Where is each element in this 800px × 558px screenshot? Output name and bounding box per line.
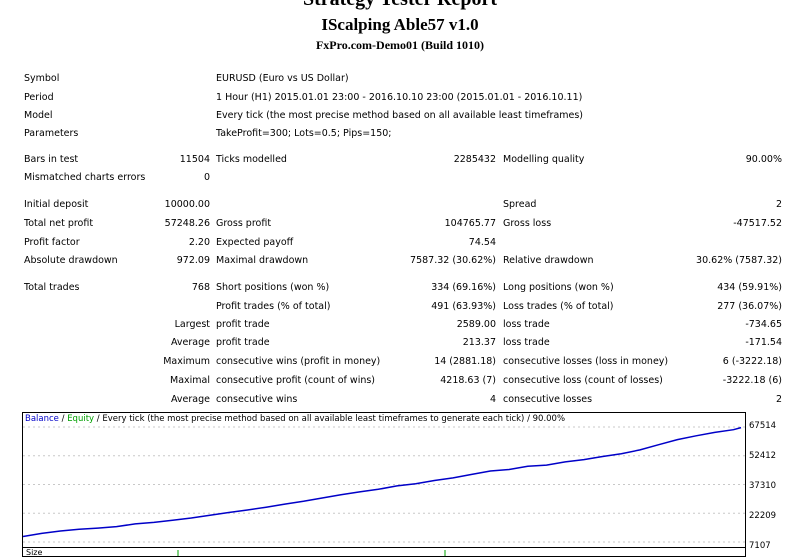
net-profit-label: Total net profit [24, 218, 94, 229]
relative-drawdown-label: Relative drawdown [503, 255, 594, 266]
average-consecutive-label: Average [170, 394, 210, 405]
loss-trades-label: Loss trades (% of total) [503, 301, 614, 312]
spread-value: 2 [775, 199, 782, 210]
max-consecutive-losses-label: consecutive losses (loss in money) [503, 356, 669, 367]
net-profit-value: 57248.26 [164, 218, 210, 229]
gross-loss-label: Gross loss [503, 218, 552, 229]
period-label: Period [24, 92, 54, 103]
profit-trades-value: 491 (63.93%) [431, 301, 496, 312]
short-positions-value: 334 (69.16%) [431, 282, 496, 293]
profit-factor-value: 2.20 [188, 237, 210, 248]
deposit-label: Initial deposit [24, 199, 89, 210]
largest-profit-trade-value: 2589.00 [456, 319, 496, 330]
short-positions-label: Short positions (won %) [216, 282, 330, 293]
average-profit-trade-label: profit trade [216, 337, 270, 348]
gross-profit-value: 104765.77 [444, 218, 496, 229]
absolute-drawdown-value: 972.09 [176, 255, 210, 266]
symbol-value: EURUSD (Euro vs US Dollar) [216, 73, 349, 84]
y-tick-label: 7107 [749, 541, 771, 551]
deposit-value: 10000.00 [164, 199, 210, 210]
maximal-consecutive-loss-label: consecutive loss (count of losses) [503, 375, 663, 386]
model-label: Model [24, 110, 53, 121]
ticks-value: 2285432 [453, 154, 496, 165]
maximal-drawdown-label: Maximal drawdown [216, 255, 309, 266]
ticks-label: Ticks modelled [216, 154, 287, 165]
report-title: Strategy Tester Report [0, 0, 800, 10]
relative-drawdown-value: 30.62% (7587.32) [696, 255, 782, 266]
y-tick-label: 22209 [749, 511, 777, 521]
gross-loss-value: -47517.52 [733, 218, 782, 229]
average-loss-trade-label: loss trade [503, 337, 550, 348]
expert-name: IScalping Able57 v1.0 [321, 15, 479, 34]
legend-description: / Every tick (the most precise method ba… [94, 414, 566, 424]
server-build: FxPro.com-Demo01 (Build 1010) [315, 38, 485, 52]
largest-loss-trade-value: -734.65 [745, 319, 782, 330]
expected-payoff-label: Expected payoff [216, 237, 294, 248]
gross-profit-label: Gross profit [216, 218, 272, 229]
model-value: Every tick (the most precise method base… [216, 110, 584, 121]
maximal-consecutive-loss-value: -3222.18 (6) [722, 375, 782, 386]
largest-label: Largest [174, 319, 210, 330]
average-consecutive-wins-value: 4 [489, 394, 496, 405]
average-consecutive-losses-value: 2 [775, 394, 782, 405]
profit-trades-label: Profit trades (% of total) [216, 301, 331, 312]
average-label: Average [170, 337, 210, 348]
profit-factor-label: Profit factor [24, 237, 80, 248]
quality-value: 90.00% [745, 154, 782, 165]
average-consecutive-losses-label: consecutive losses [503, 394, 593, 405]
quality-label: Modelling quality [503, 154, 585, 165]
maximal-consecutive-profit-value: 4218.63 (7) [440, 375, 496, 386]
parameters-value: TakeProfit=300; Lots=0.5; Pips=150; [216, 128, 392, 139]
max-consecutive-wins-value: 14 (2881.18) [434, 356, 496, 367]
expected-payoff-value: 74.54 [468, 237, 496, 248]
balance-chart [22, 412, 746, 557]
balance-line [23, 426, 742, 538]
average-profit-trade-value: 213.37 [462, 337, 496, 348]
maximal-consecutive-profit-label: consecutive profit (count of wins) [216, 375, 376, 386]
balance-chart-plot [23, 426, 745, 556]
max-consecutive-wins-label: consecutive wins (profit in money) [216, 356, 381, 367]
largest-loss-trade-label: loss trade [503, 319, 550, 330]
period-value: 1 Hour (H1) 2015.01.01 23:00 - 2016.10.1… [216, 92, 583, 103]
absolute-drawdown-label: Absolute drawdown [24, 255, 118, 266]
y-tick-label: 37310 [749, 481, 777, 491]
spread-label: Spread [503, 199, 537, 210]
long-positions-label: Long positions (won %) [503, 282, 614, 293]
symbol-label: Symbol [24, 73, 60, 84]
size-label: Size [26, 548, 43, 557]
legend-balance: Balance [25, 414, 59, 424]
y-tick-label: 52412 [749, 451, 777, 461]
chart-legend: Balance / Equity / Every tick (the most … [25, 414, 565, 424]
legend-separator: / [58, 414, 68, 424]
average-consecutive-wins-label: consecutive wins [216, 394, 298, 405]
loss-trades-value: 277 (36.07%) [717, 301, 782, 312]
legend-equity: Equity [67, 414, 95, 424]
largest-profit-trade-label: profit trade [216, 319, 270, 330]
size-strip [22, 547, 746, 558]
bars-value: 11504 [179, 154, 210, 165]
bars-label: Bars in test [24, 154, 79, 165]
maximal-label: Maximal [170, 375, 210, 386]
parameters-label: Parameters [24, 128, 79, 139]
total-trades-value: 768 [191, 282, 210, 293]
max-consecutive-losses-value: 6 (-3222.18) [722, 356, 782, 367]
total-trades-label: Total trades [24, 282, 80, 293]
average-loss-trade-value: -171.54 [745, 337, 782, 348]
long-positions-value: 434 (59.91%) [717, 282, 782, 293]
y-tick-label: 67514 [749, 421, 777, 431]
mismatch-value: 0 [203, 172, 210, 183]
maximum-label: Maximum [163, 356, 210, 367]
mismatch-label: Mismatched charts errors [24, 172, 146, 183]
maximal-drawdown-value: 7587.32 (30.62%) [410, 255, 496, 266]
